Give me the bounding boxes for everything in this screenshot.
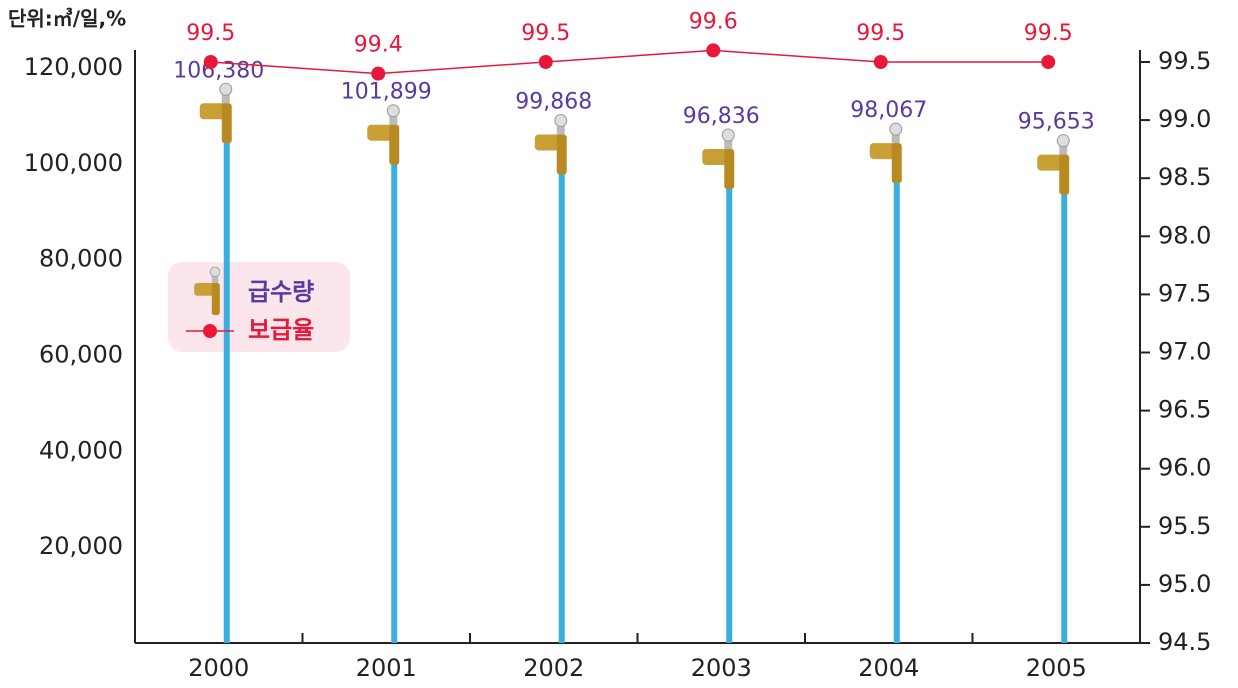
water-bar	[223, 133, 230, 643]
faucet-knob	[889, 122, 903, 136]
faucet-icon	[1037, 134, 1070, 195]
legend-label: 보급율	[248, 316, 314, 344]
faucet-spout	[556, 134, 567, 175]
faucet-knob	[209, 266, 221, 277]
faucet-handle	[1059, 142, 1068, 155]
x-tick-label: 2001	[356, 654, 417, 682]
faucet-knob	[386, 104, 400, 118]
y2-tick-label: 94.5	[1158, 628, 1211, 656]
y-tick-label: 80,000	[39, 245, 123, 273]
water-bar	[893, 173, 900, 643]
value-label: 96,836	[683, 104, 760, 129]
faucet-spout	[1059, 154, 1070, 195]
value-label: 99.5	[1024, 21, 1073, 46]
y2-tick-label: 96.5	[1158, 396, 1211, 424]
faucet-handle	[221, 91, 230, 104]
water-bar	[726, 178, 733, 643]
y-tick-label: 20,000	[39, 532, 123, 560]
faucet-spout	[724, 148, 735, 189]
y-tick-label: 60,000	[39, 341, 123, 369]
faucet-spout	[389, 124, 400, 165]
value-label: 99.5	[856, 21, 905, 46]
faucet-handle	[724, 136, 733, 149]
faucet-spout	[891, 143, 902, 184]
faucet-knob	[1056, 134, 1070, 148]
value-label: 95,653	[1018, 110, 1095, 135]
rate-line	[210, 49, 1049, 75]
y2-tick-label: 98.5	[1158, 163, 1211, 191]
faucet-spout	[221, 103, 232, 144]
legend-marker	[203, 324, 217, 338]
faucet-knob	[721, 128, 735, 142]
value-label: 99.5	[186, 21, 235, 46]
x-tick-label: 2002	[523, 654, 584, 682]
faucet-spout	[211, 283, 220, 315]
rate-point	[873, 55, 888, 69]
y2-tick-label: 95.0	[1158, 570, 1211, 598]
water-bar	[558, 164, 565, 644]
y2-tick-label: 99.5	[1158, 47, 1211, 75]
water-bar	[391, 154, 398, 644]
faucet-handle	[389, 112, 398, 125]
faucet-icon	[869, 122, 903, 184]
x-tick-label: 2004	[858, 654, 919, 682]
faucet-handle	[211, 273, 219, 283]
x-tick-label: 2000	[188, 654, 249, 682]
y2-tick-label: 97.5	[1158, 279, 1211, 307]
y2-tick-label: 99.0	[1158, 105, 1211, 133]
faucet-icon	[534, 113, 568, 175]
faucet-knob	[219, 82, 233, 96]
faucet-icon	[199, 82, 233, 144]
value-label: 99.5	[521, 21, 570, 46]
rate-point	[538, 55, 553, 69]
unit-label: 단위:㎥/일,%	[8, 7, 126, 31]
rate-point	[1041, 55, 1056, 69]
value-label: 99.4	[354, 33, 403, 58]
x-tick-label: 2003	[691, 654, 752, 682]
rate-point	[203, 55, 218, 69]
y-tick-label: 120,000	[24, 53, 123, 81]
rate-point	[706, 43, 721, 58]
value-label: 99.6	[689, 9, 738, 34]
legend-label: 급수량	[248, 278, 314, 306]
value-label: 99,868	[515, 89, 592, 114]
y-tick-label: 100,000	[24, 149, 123, 177]
faucet-handle	[891, 131, 900, 144]
faucet-icon	[702, 128, 735, 189]
y2-tick-label: 95.5	[1158, 512, 1211, 540]
y2-tick-label: 97.0	[1158, 338, 1211, 366]
rate-point	[371, 66, 386, 81]
y-tick-label: 40,000	[39, 436, 123, 464]
x-tick-label: 2005	[1026, 654, 1087, 682]
faucet-knob	[554, 113, 568, 127]
y2-tick-label: 98.0	[1158, 221, 1211, 249]
faucet-handle	[556, 122, 565, 135]
value-label: 98,067	[850, 98, 927, 123]
faucet-icon	[194, 266, 221, 315]
water-bar	[1061, 184, 1068, 643]
legend-icon	[194, 266, 221, 315]
faucet-icon	[367, 104, 400, 165]
y2-tick-label: 96.0	[1158, 454, 1211, 482]
value-label: 101,899	[341, 80, 432, 105]
